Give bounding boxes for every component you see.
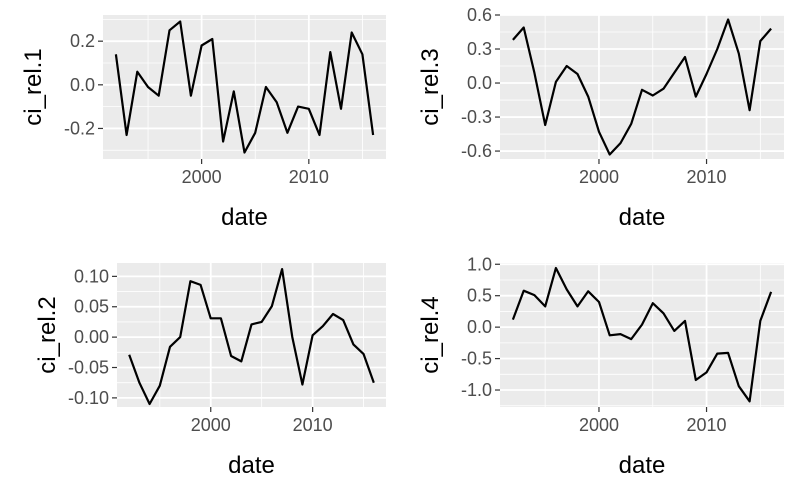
y-tick-label: -0.5 — [461, 349, 492, 369]
y-tick-label: 0.0 — [467, 73, 492, 93]
panel-background — [500, 263, 784, 407]
y-tick-label: -0.10 — [68, 388, 109, 408]
x-tick-label: 2000 — [579, 167, 619, 187]
y-tick-label: -1.0 — [461, 380, 492, 400]
x-tick-label: 2010 — [289, 167, 329, 187]
y-tick-label: 0.0 — [467, 317, 492, 337]
y-axis-title: ci_rel.1 — [20, 48, 47, 125]
y-tick-label: -0.05 — [68, 358, 109, 378]
panel-2: 2000 2010 0.6 0.3 0.0 -0.3 -0.6 date ci_rel.3 — [417, 5, 784, 231]
x-axis-title: date — [619, 204, 666, 231]
x-axis-title: date — [221, 204, 268, 231]
series-line — [128, 268, 375, 406]
y-tick-label: -0.2 — [64, 118, 95, 138]
series-line — [114, 20, 375, 154]
y-tick-label: 0.5 — [467, 286, 492, 306]
series-line — [511, 266, 773, 403]
y-axis-title: ci_rel.2 — [34, 296, 61, 373]
x-axis-title: date — [619, 452, 666, 479]
x-tick-label: 2010 — [687, 415, 727, 435]
y-tick-label: 1.0 — [467, 254, 492, 274]
y-axis-title: ci_rel.4 — [417, 296, 444, 373]
y-tick-label: 0.0 — [70, 75, 95, 95]
x-tick-label: 2010 — [687, 167, 727, 187]
panel-background — [117, 263, 386, 407]
panel-3: 2000 2010 0.10 0.05 0.00 -0.05 -0.10 date ci_rel… — [34, 263, 386, 479]
x-tick-label: 2000 — [191, 415, 231, 435]
panel-1: 2000 2010 0.2 0.0 -0.2 date ci_rel.1 — [20, 15, 386, 231]
y-tick-label: 0.00 — [74, 327, 109, 347]
y-tick-label: -0.3 — [461, 107, 492, 127]
series-line — [512, 18, 772, 156]
x-tick-label: 2000 — [182, 167, 222, 187]
panel-background — [500, 15, 784, 159]
y-tick-label: 0.3 — [467, 39, 492, 59]
x-tick-label: 2000 — [579, 415, 619, 435]
y-axis-title: ci_rel.3 — [417, 48, 444, 125]
y-tick-label: 0.2 — [70, 31, 95, 51]
panel-4: 2000 2010 1.0 0.5 0.0 -0.5 -1.0 date ci_rel.4 — [417, 254, 784, 479]
y-tick-label: 0.05 — [74, 297, 109, 317]
y-tick-label: -0.6 — [461, 141, 492, 161]
y-tick-label: 0.6 — [467, 5, 492, 25]
x-axis-title: date — [228, 452, 275, 479]
y-tick-label: 0.10 — [74, 266, 109, 286]
panel-background — [103, 15, 386, 159]
x-tick-label: 2010 — [293, 415, 333, 435]
